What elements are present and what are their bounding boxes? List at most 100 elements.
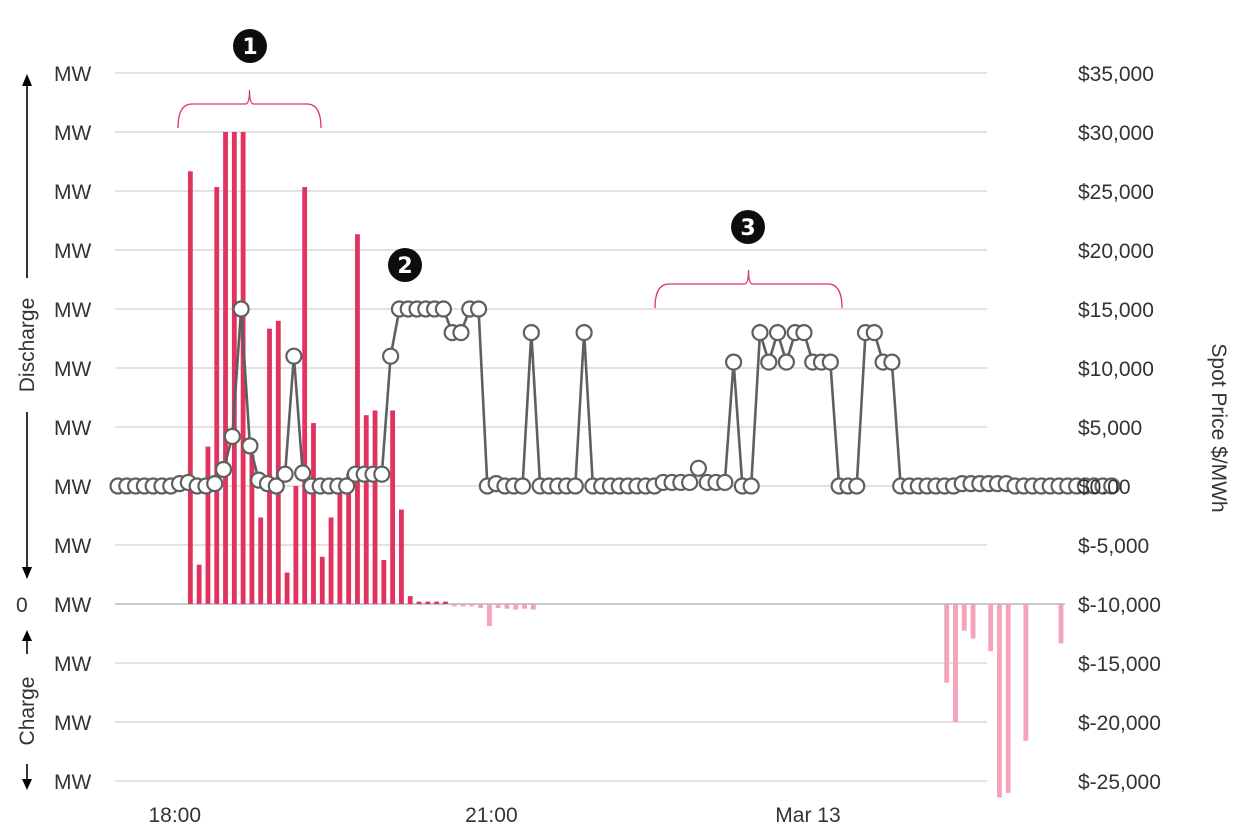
right-tick-label: $-5,000 <box>1078 535 1149 558</box>
price-point <box>821 353 839 371</box>
price-point <box>681 473 699 492</box>
right-tick-label: $35,000 <box>1078 63 1154 86</box>
left-tick-label: MW <box>54 476 91 499</box>
charge-bar <box>486 604 492 627</box>
discharge-bar <box>249 454 255 604</box>
price-point <box>689 459 708 477</box>
discharge-bar <box>381 559 387 604</box>
discharge-bar <box>319 556 325 604</box>
right-tick-label: $-20,000 <box>1078 712 1161 735</box>
left-tick-label: MW <box>54 181 91 204</box>
price-point <box>742 477 760 495</box>
price-point <box>522 324 540 342</box>
price-point <box>848 477 866 495</box>
left-tick-label: MW <box>54 771 91 794</box>
charge-bar <box>469 604 475 607</box>
right-tick-label: $20,000 <box>1078 240 1154 263</box>
price-point <box>373 465 391 483</box>
discharge-bar <box>328 517 334 604</box>
right-tick-label: $15,000 <box>1078 299 1154 322</box>
x-axis-ticks: 18:00 21:00 Mar 13 <box>148 804 840 827</box>
left-tick-label: MW <box>54 535 91 558</box>
annotation-marker <box>388 248 422 282</box>
price-point <box>777 353 795 371</box>
discharge-bar <box>442 601 448 604</box>
discharge-bar <box>311 423 316 604</box>
x-tick-label: 18:00 <box>148 804 201 827</box>
spot-price-line <box>118 307 1112 488</box>
price-point <box>267 477 285 495</box>
charge-bar <box>460 604 466 607</box>
annotation-bracket <box>654 269 843 309</box>
discharge-bar <box>240 132 246 604</box>
price-point <box>452 324 470 342</box>
arrow-up-icon <box>22 630 32 641</box>
charge-bar <box>504 604 510 609</box>
charge-bar <box>1058 604 1064 644</box>
discharge-bar <box>231 132 237 604</box>
charge-bar <box>988 604 994 652</box>
price-point <box>716 473 734 492</box>
discharge-bar <box>355 234 360 604</box>
price-point <box>285 347 303 365</box>
charge-bar <box>451 604 457 607</box>
discharge-bar <box>267 328 272 604</box>
discharge-bar <box>284 572 290 604</box>
left-tick-label: MW <box>54 122 91 145</box>
right-tick-label: $-10,000 <box>1078 594 1161 617</box>
discharge-bar <box>372 410 378 604</box>
charge-bar <box>961 604 967 631</box>
annotation-marker-label: 2 <box>397 254 412 279</box>
right-tick-label: $10,000 <box>1078 358 1154 381</box>
left-axis-ticks: MW MW MW MW MW MW MW MW MW MW MW MW MW 0 <box>16 63 91 794</box>
charge-bar <box>1005 604 1011 793</box>
arrow-down-icon <box>22 567 32 579</box>
discharge-bar <box>293 486 299 604</box>
x-tick-label: 21:00 <box>465 804 518 827</box>
discharge-bar <box>275 320 281 604</box>
right-tick-label: $30,000 <box>1078 122 1154 145</box>
left-tick-label: MW <box>54 712 91 735</box>
x-tick-label: Mar 13 <box>775 804 840 827</box>
right-axis-ticks: $35,000 $30,000 $25,000 $20,000 $15,000 $10,0… <box>1078 63 1161 794</box>
charge-label: Charge <box>16 677 39 746</box>
charge-bar <box>1023 604 1029 741</box>
price-point <box>883 353 901 371</box>
price-point <box>294 464 312 482</box>
charge-bar <box>513 604 519 610</box>
left-tick-label: MW <box>54 240 91 263</box>
left-tick-label: MW <box>54 417 91 440</box>
price-point <box>760 353 778 371</box>
annotation-marker-label: 1 <box>242 35 257 60</box>
charge-indicator: Charge <box>16 630 39 790</box>
charge-bar <box>522 604 527 609</box>
charge-bar <box>944 604 950 683</box>
price-point <box>382 347 400 365</box>
price-point <box>575 324 593 342</box>
annotation-marker <box>233 29 267 63</box>
discharge-bar <box>205 446 211 604</box>
arrow-down-icon <box>22 779 32 790</box>
spot-price-path <box>118 307 1112 488</box>
discharge-label: Discharge <box>16 298 39 393</box>
price-point <box>214 460 233 479</box>
price-point <box>338 477 356 495</box>
left-tick-label: MW <box>54 63 91 86</box>
annotation-bracket <box>177 89 322 129</box>
right-tick-label: $0.00 <box>1078 476 1131 499</box>
charge-bar <box>997 604 1002 798</box>
left-zero-label: 0 <box>16 594 28 617</box>
discharge-bar <box>434 601 440 604</box>
price-point <box>1103 477 1121 495</box>
discharge-bar <box>223 132 228 604</box>
discharge-bar <box>407 596 413 604</box>
discharge-bar <box>390 410 396 604</box>
right-tick-label: $-25,000 <box>1078 771 1161 794</box>
price-point <box>768 324 787 342</box>
discharge-bar <box>399 509 404 604</box>
price-point <box>566 477 584 495</box>
discharge-indicator: Discharge <box>16 74 39 579</box>
charge-bar <box>970 604 976 639</box>
annotations: 1 2 3 <box>177 29 843 309</box>
